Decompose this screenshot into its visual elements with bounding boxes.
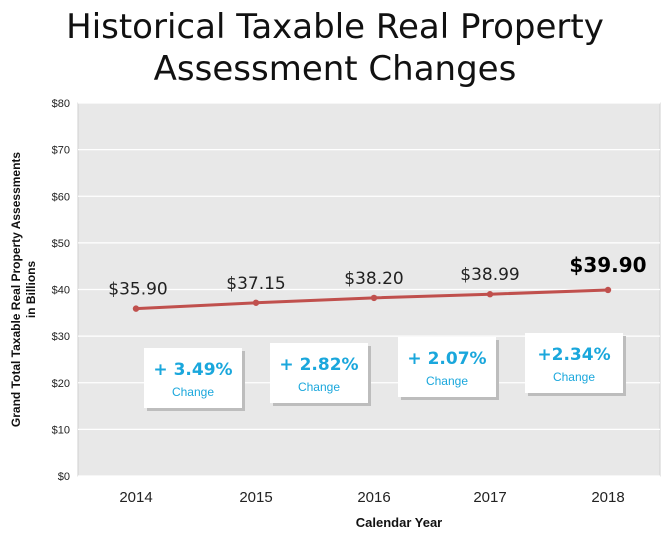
y-tick-label: $70 [52, 145, 70, 157]
change-label: Change [298, 380, 340, 394]
data-point [370, 294, 378, 302]
chart-title-line1: Historical Taxable Real Property [66, 7, 604, 47]
y-tick-label: $50 [52, 238, 70, 250]
y-tick-label: $20 [52, 378, 70, 390]
change-box-card [270, 343, 368, 403]
change-label: Change [172, 385, 214, 399]
data-label: $39.90 [569, 253, 646, 277]
data-point [132, 305, 140, 312]
data-labels: $35.90 $37.15 $38.20 $38.99 $39.90 [108, 253, 646, 300]
x-tick-label: 2016 [357, 489, 390, 506]
change-percent: + 2.82% [279, 355, 358, 375]
data-label: $38.20 [344, 269, 403, 289]
change-box: + 2.82% Change [270, 343, 371, 406]
change-percent: +2.34% [537, 345, 610, 365]
y-tick-label: $10 [52, 424, 70, 436]
data-label: $38.99 [460, 265, 519, 285]
change-label: Change [553, 370, 595, 384]
data-label: $37.15 [226, 274, 285, 294]
change-boxes: + 3.49%Change+ 2.82%Change+ 2.07%Change+… [144, 333, 626, 411]
change-box: + 2.07% Change [398, 337, 499, 400]
series-points [132, 286, 612, 312]
data-point [604, 286, 612, 294]
x-tick-label: 2017 [473, 489, 506, 506]
y-tick-label: $60 [52, 191, 70, 203]
x-axis-label: Calendar Year [356, 515, 442, 530]
y-tick-label: $0 [58, 471, 70, 483]
x-tick-label: 2018 [591, 489, 624, 506]
chart-title: Historical Taxable Real Property Assessm… [0, 6, 670, 90]
change-box-card [525, 333, 623, 393]
chart-title-line2: Assessment Changes [153, 49, 517, 89]
y-tick-label: $40 [52, 285, 70, 297]
y-axis-label-line1: Grand Total Taxable Real Property Assess… [9, 152, 23, 428]
data-point [252, 299, 260, 306]
change-percent: + 2.07% [407, 349, 486, 369]
y-tick-label: $30 [52, 331, 70, 343]
change-label: Change [426, 374, 468, 388]
data-label: $35.90 [108, 280, 167, 300]
change-percent: + 3.49% [153, 360, 232, 380]
y-tick-label: $80 [52, 98, 70, 110]
change-box-card [144, 348, 242, 408]
data-point [486, 291, 494, 298]
y-axis-label-line2: in Billions [24, 261, 38, 319]
y-axis-ticks: $0 $10 $20 $30 $40 $50 $60 $70 $80 [52, 98, 70, 483]
change-box-card [398, 337, 496, 397]
change-box: +2.34% Change [525, 333, 626, 396]
x-tick-label: 2015 [239, 489, 272, 506]
change-box: + 3.49% Change [144, 348, 245, 411]
x-axis-ticks: 2014 2015 2016 2017 2018 [119, 489, 624, 506]
x-tick-label: 2014 [119, 489, 152, 506]
